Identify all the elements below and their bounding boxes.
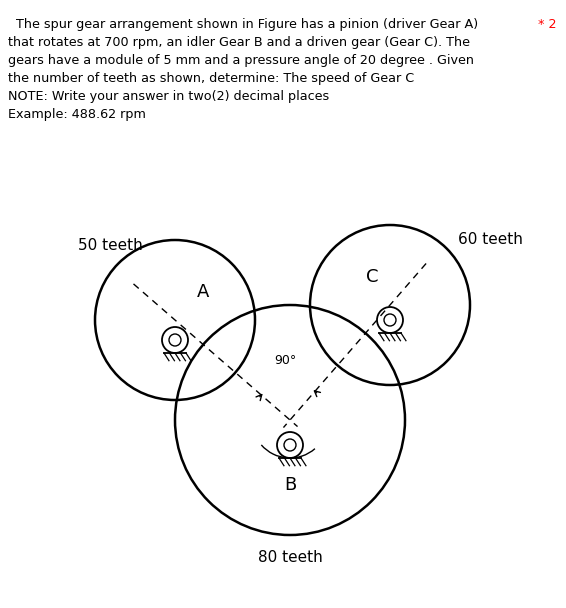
- Text: that rotates at 700 rpm, an idler Gear B and a driven gear (Gear C). The: that rotates at 700 rpm, an idler Gear B…: [8, 36, 470, 49]
- Text: * 2: * 2: [538, 18, 556, 31]
- Text: Example: 488.62 rpm: Example: 488.62 rpm: [8, 108, 146, 121]
- Text: 60 teeth: 60 teeth: [457, 232, 522, 247]
- Text: NOTE: Write your answer in two(2) decimal places: NOTE: Write your answer in two(2) decima…: [8, 90, 329, 103]
- Text: 90°: 90°: [275, 354, 297, 367]
- Text: C: C: [366, 268, 378, 286]
- Text: B: B: [284, 476, 296, 494]
- Text: gears have a module of 5 mm and a pressure angle of 20 degree . Given: gears have a module of 5 mm and a pressu…: [8, 54, 474, 67]
- Text: 50 teeth: 50 teeth: [78, 238, 143, 252]
- Text: the number of teeth as shown, determine: The speed of Gear C: the number of teeth as shown, determine:…: [8, 72, 414, 85]
- Text: 80 teeth: 80 teeth: [258, 550, 323, 565]
- Text: A: A: [197, 283, 209, 301]
- Text: The spur gear arrangement shown in Figure has a pinion (driver Gear A): The spur gear arrangement shown in Figur…: [8, 18, 478, 31]
